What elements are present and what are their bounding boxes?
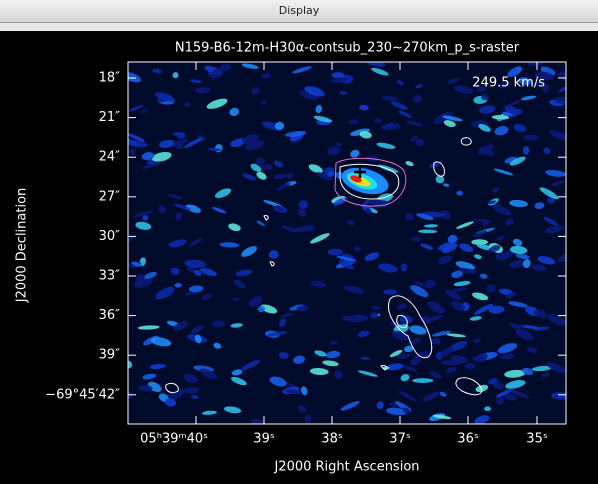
velocity-label: 249.5 km/s: [472, 76, 545, 91]
y-tick-label: 39″: [99, 348, 121, 363]
window-title: Display: [0, 0, 598, 23]
x-tick-label: 36ˢ: [457, 432, 479, 447]
noise-blob: [173, 72, 179, 78]
y-tick-label: 30″: [99, 229, 121, 244]
y-tick-label: 24″: [99, 150, 121, 165]
noise-blob: [383, 289, 397, 295]
y-tick-label: 27″: [99, 189, 121, 204]
y-tick-label: −69°45′42″: [45, 387, 120, 402]
display-panel: N159-B6-12m-H30α-contsub_230~270km_p_s-r…: [0, 31, 598, 484]
noise-blob: [484, 406, 491, 411]
x-tick-label: 35ˢ: [526, 432, 548, 447]
toolbar-gap: [0, 23, 598, 31]
page: Display N159-B6-12m-H30α-contsub_230~270…: [0, 0, 598, 484]
plot-title: N159-B6-12m-H30α-contsub_230~270km_p_s-r…: [175, 41, 520, 56]
x-tick-label: 38ˢ: [321, 432, 343, 447]
y-tick-label: 33″: [99, 269, 121, 284]
noise-blob: [260, 100, 266, 105]
y-tick-label: 36″: [99, 308, 121, 323]
x-tick-label: 37ˢ: [389, 432, 411, 447]
x-tick-label: 05ʰ39ᵐ40ˢ: [140, 432, 208, 447]
y-tick-label: 18″: [99, 71, 121, 86]
noise-blob: [412, 378, 433, 383]
y-axis-label: J2000 Declination: [15, 188, 30, 304]
noise-blob: [332, 72, 345, 78]
x-tick-label: 39ˢ: [253, 432, 275, 447]
noise-blob: [328, 249, 343, 256]
x-axis-label: J2000 Right Ascension: [273, 460, 419, 475]
y-tick-label: 21″: [99, 110, 121, 125]
